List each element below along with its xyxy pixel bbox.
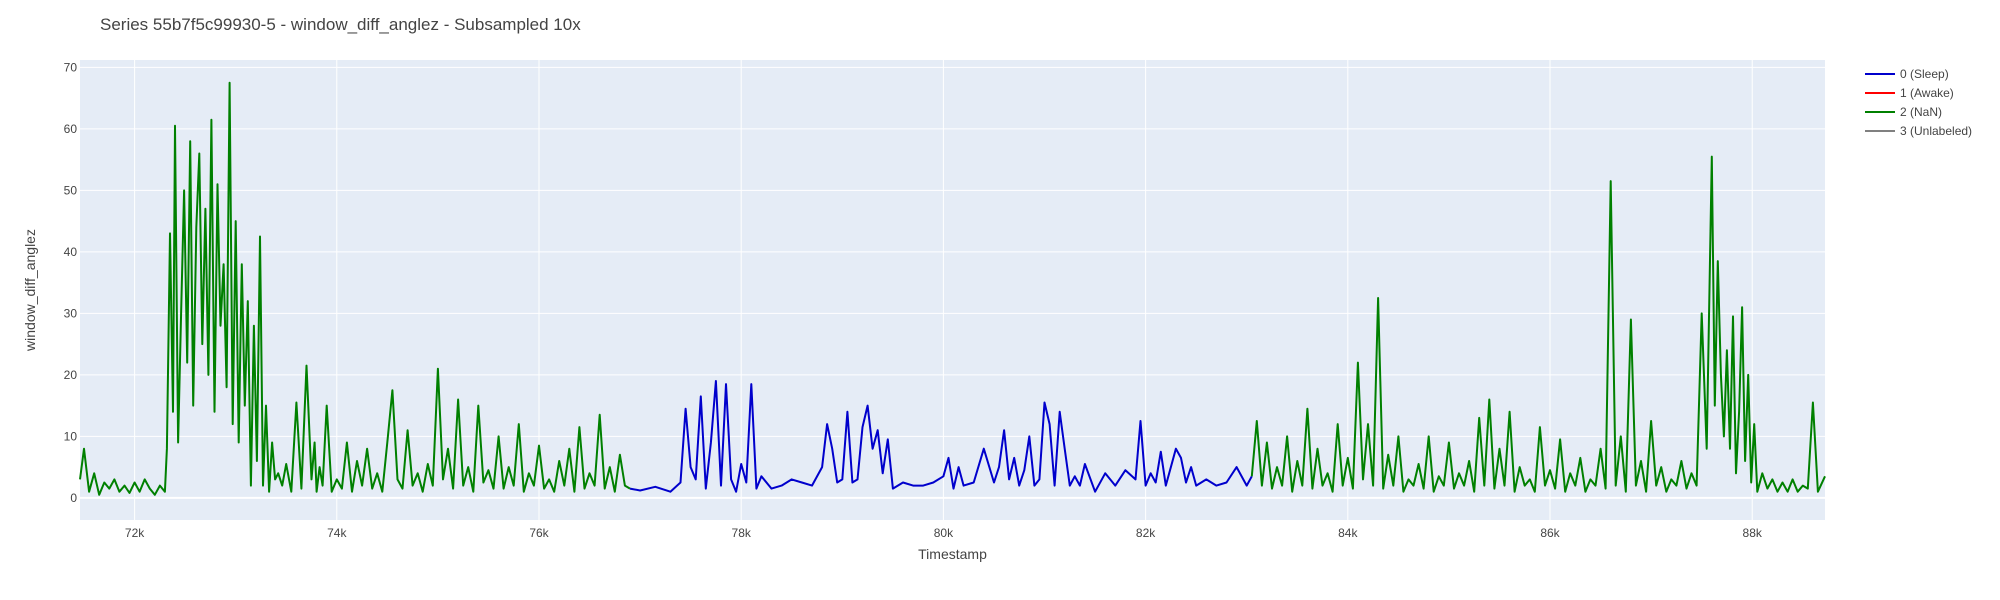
legend-item[interactable]: 2 (NaN) [1865, 105, 1942, 119]
y-tick-label: 50 [64, 183, 78, 197]
y-tick-labels: 0 10 20 30 40 50 60 70 [64, 60, 78, 504]
plot-background[interactable] [80, 60, 1825, 520]
x-tick-label: 86k [1540, 526, 1560, 540]
series-lines [79, 81, 1826, 496]
legend-item[interactable]: 3 (Unlabeled) [1865, 124, 1972, 138]
chart-title: Series 55b7f5c99930-5 - window_diff_angl… [100, 15, 581, 34]
x-tick-label: 88k [1743, 526, 1763, 540]
gridlines [80, 60, 1825, 520]
y-tick-label: 40 [64, 245, 78, 259]
x-tick-label: 82k [1136, 526, 1156, 540]
x-tick-label: 76k [529, 526, 549, 540]
y-axis-title: window_diff_anglez [22, 229, 38, 352]
x-tick-label: 72k [125, 526, 145, 540]
y-tick-label: 60 [64, 122, 78, 136]
legend-label: 2 (NaN) [1900, 105, 1942, 119]
x-tick-label: 80k [934, 526, 954, 540]
y-tick-label: 0 [70, 491, 77, 505]
y-tick-label: 70 [64, 60, 78, 74]
x-tick-labels: 72k 74k 76k 78k 80k 82k 84k 86k 88k [125, 526, 1763, 540]
y-tick-label: 30 [64, 306, 78, 320]
legend[interactable]: 0 (Sleep) 1 (Awake) 2 (NaN) 3 (Unlabeled) [1865, 67, 1972, 138]
x-tick-label: 74k [327, 526, 347, 540]
y-tick-label: 20 [64, 368, 78, 382]
x-tick-label: 84k [1338, 526, 1358, 540]
series-line[interactable] [629, 380, 1253, 493]
x-tick-label: 78k [732, 526, 752, 540]
y-tick-label: 10 [64, 429, 78, 443]
legend-label: 0 (Sleep) [1900, 67, 1949, 81]
legend-label: 1 (Awake) [1900, 86, 1954, 100]
legend-item[interactable]: 0 (Sleep) [1865, 67, 1949, 81]
series-line[interactable] [1250, 155, 1826, 493]
series-line[interactable] [79, 81, 631, 496]
legend-item[interactable]: 1 (Awake) [1865, 86, 1954, 100]
legend-label: 3 (Unlabeled) [1900, 124, 1972, 138]
x-axis-title: Timestamp [918, 546, 987, 562]
